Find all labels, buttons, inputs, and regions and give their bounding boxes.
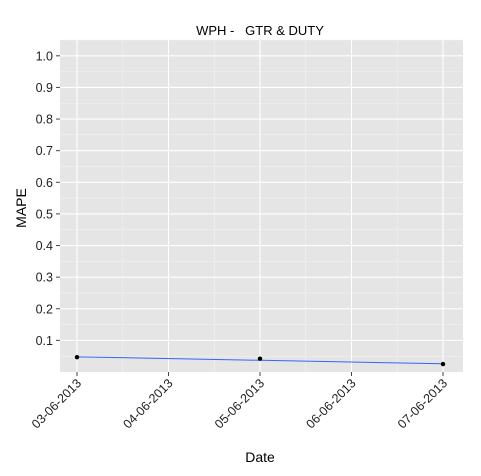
minor-gridlines <box>60 39 463 372</box>
data-point <box>440 361 446 367</box>
y-tick-label: 1.0 <box>36 49 53 63</box>
y-tick-label: 0.3 <box>36 271 53 285</box>
y-tick-label: 0.8 <box>36 113 53 127</box>
y-tick-label: 0.1 <box>36 334 53 348</box>
plot-panel <box>60 40 463 372</box>
y-tick-label: 0.6 <box>36 176 53 190</box>
data-point <box>257 356 263 361</box>
y-tick-label: 0.4 <box>36 239 53 253</box>
data-point <box>74 354 80 360</box>
y-tick-label: 0.9 <box>36 81 53 95</box>
x-axis-title: Date <box>245 449 275 465</box>
chart-title: WPH - GTR & DUTY <box>196 23 324 38</box>
y-axis-title: MAPE <box>13 188 29 228</box>
y-tick-label: 0.5 <box>36 207 53 221</box>
y-tick-label: 0.7 <box>36 144 53 158</box>
data-points <box>74 354 446 367</box>
y-tick-label: 0.2 <box>36 302 53 316</box>
major-gridlines <box>60 40 463 372</box>
y-axis-ticks: 0.1 0.2 0.3 0.4 0.5 0.6 0.7 0.8 0.9 1.0 <box>36 49 60 348</box>
